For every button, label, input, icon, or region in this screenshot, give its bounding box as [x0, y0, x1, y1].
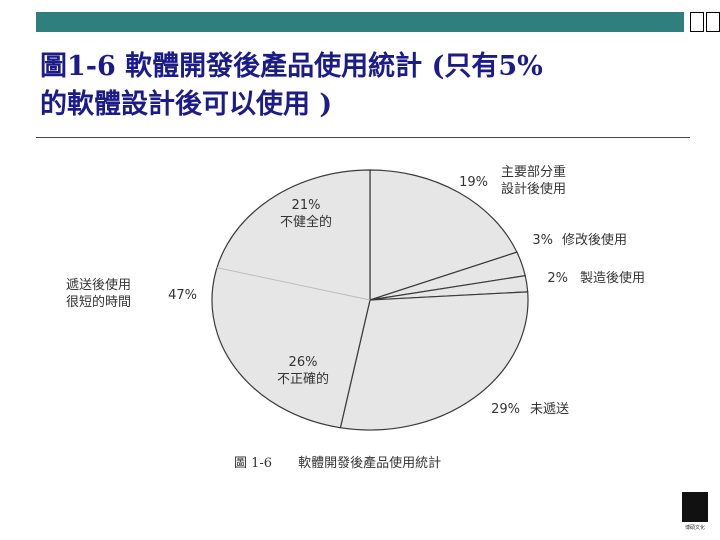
sub-breakdown-label: 不健全的 [280, 214, 332, 230]
slice-category-label: 製造後使用 [580, 270, 645, 286]
title-divider [36, 137, 690, 138]
slice-category-label: 未遞送 [530, 402, 569, 417]
slice-value-label: 29% [491, 402, 520, 417]
figure-caption: 圖 1-6 軟體開發後產品使用統計 [234, 455, 441, 471]
slice-value-label: 19% [459, 175, 488, 190]
slice-category-label: 很短的時間 [66, 294, 131, 310]
slice-value-label: 3% [532, 233, 553, 248]
slice-value-label: 47% [168, 288, 197, 303]
slice-category-label: 主要部分重 [501, 164, 566, 180]
sub-breakdown-label: 不正確的 [277, 371, 329, 387]
slice-category-label: 遞送後使用 [66, 277, 131, 293]
slide-top-bar [36, 12, 684, 32]
sub-breakdown-divider [216, 267, 371, 301]
sub-breakdown-value: 21% [292, 198, 321, 213]
slice-category-label: 設計後使用 [501, 181, 566, 197]
slice-category-label: 修改後使用 [562, 232, 627, 248]
sub-breakdown-value: 26% [289, 355, 318, 370]
corner-square [690, 12, 704, 32]
pie-slice [211, 169, 371, 429]
slide-title-line-2: 的軟體設計後可以使用 ) [40, 89, 333, 120]
pie-slice [369, 169, 518, 301]
slide-title-line-1: 圖1-6 軟體開發後產品使用統計 (只有5% [40, 51, 543, 82]
slice-value-label: 2% [547, 271, 568, 286]
publisher-logo-text: 博碩文化 [684, 525, 705, 531]
pie-slice [339, 291, 529, 431]
slide-title: 圖1-6 軟體開發後產品使用統計 (只有5% 的軟體設計後可以使用 ) [40, 48, 680, 124]
publisher-logo [682, 492, 708, 522]
